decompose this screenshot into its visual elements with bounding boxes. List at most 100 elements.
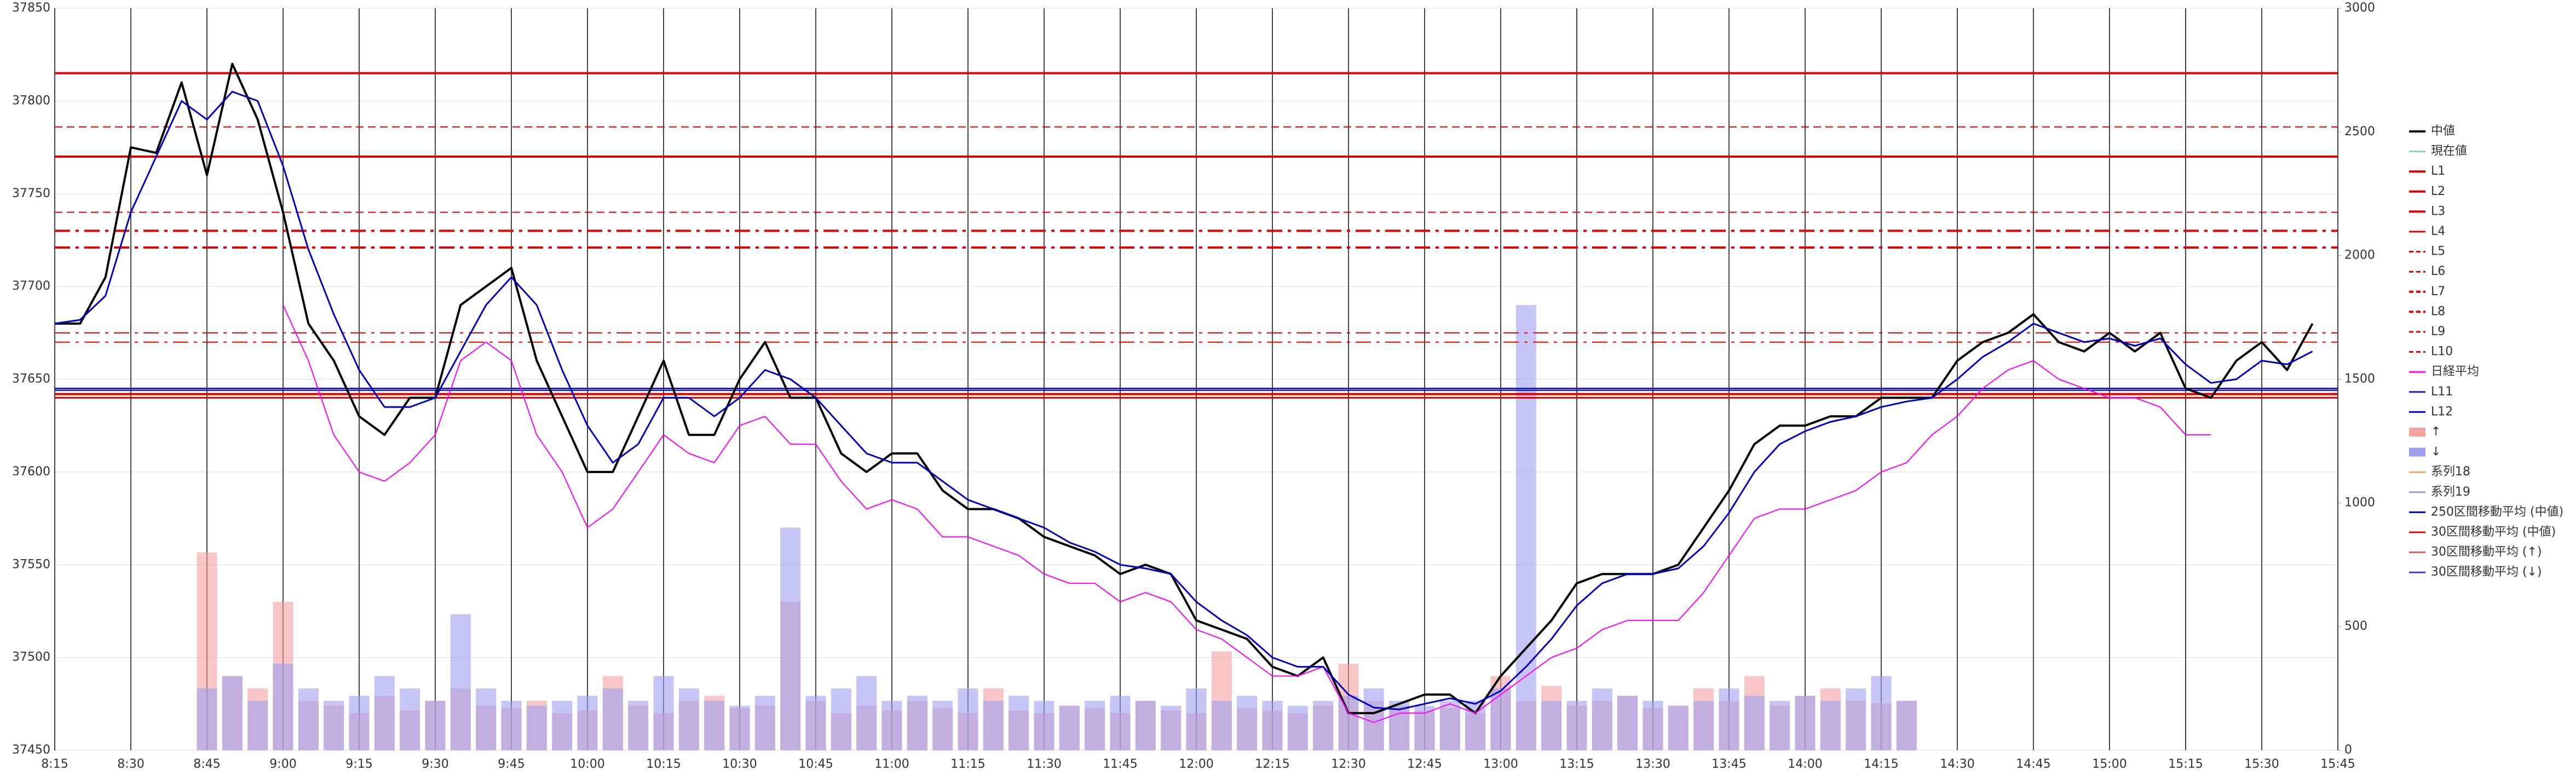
volume-bar — [983, 700, 1004, 750]
volume-bar — [501, 700, 522, 750]
x-tick-label: 11:00 — [874, 757, 909, 771]
volume-bar — [856, 676, 877, 750]
volume-bar — [1085, 700, 1105, 750]
volume-bar — [1186, 688, 1207, 750]
volume-bar — [526, 705, 547, 750]
volume-bar — [958, 688, 978, 750]
series-line — [283, 304, 2211, 723]
volume-bar — [1135, 700, 1156, 750]
volume-bar — [298, 688, 319, 750]
volume-bar — [1770, 700, 1790, 750]
y-tick-label: 37450 — [12, 743, 50, 757]
volume-bar — [1744, 695, 1765, 750]
volume-bar — [273, 663, 293, 750]
volume-bar — [704, 700, 725, 750]
volume-bar — [653, 676, 674, 750]
y-tick-label: 37550 — [12, 557, 50, 571]
x-tick-label: 8:15 — [41, 757, 68, 771]
legend-label: L3 — [2431, 204, 2445, 218]
x-tick-label: 15:45 — [2320, 757, 2355, 771]
volume-bar — [425, 700, 446, 750]
y-tick-label: 37800 — [12, 94, 50, 107]
volume-bar — [1592, 688, 1612, 750]
legend-label: 日経平均 — [2431, 365, 2479, 378]
legend-label: 30区間移動平均 (中値) — [2431, 525, 2556, 539]
x-tick-label: 12:15 — [1255, 757, 1289, 771]
x-tick-label: 13:00 — [1483, 757, 1518, 771]
y-tick-label: 37600 — [12, 465, 50, 479]
volume-bar — [754, 695, 775, 750]
volume-bar — [1363, 688, 1384, 750]
volume-bar — [222, 676, 243, 750]
y2-tick-label: 2500 — [2344, 125, 2375, 139]
volume-bar — [1846, 688, 1866, 750]
series-line — [54, 90, 2313, 710]
x-tick-label: 12:00 — [1179, 757, 1213, 771]
x-tick-label: 12:45 — [1407, 757, 1442, 771]
volume-bar — [1515, 305, 1536, 750]
volume-bar — [1820, 700, 1841, 750]
x-tick-label: 13:45 — [1711, 757, 1746, 771]
legend-label: 中値 — [2431, 124, 2455, 138]
volume-bar — [1643, 700, 1663, 750]
volume-bar — [552, 700, 573, 750]
x-tick-label: 10:45 — [798, 757, 833, 771]
legend-label: L10 — [2431, 345, 2453, 359]
x-tick-label: 8:30 — [117, 757, 144, 771]
volume-bar — [1211, 700, 1232, 750]
legend-label: ↑ — [2431, 425, 2441, 439]
legend-swatch — [2409, 428, 2425, 436]
y-tick-label: 37500 — [12, 651, 50, 664]
x-tick-label: 11:45 — [1103, 757, 1137, 771]
legend-label: L11 — [2431, 385, 2453, 399]
volume-bar — [1034, 700, 1054, 750]
x-tick-label: 10:30 — [722, 757, 757, 771]
legend-label: 30区間移動平均 (↓) — [2431, 565, 2542, 579]
volume-bar — [1414, 705, 1435, 750]
volume-bar — [805, 695, 826, 750]
y-tick-label: 37750 — [12, 187, 50, 200]
volume-bar — [1313, 700, 1334, 750]
x-tick-label: 12:30 — [1331, 757, 1365, 771]
legend-label: L8 — [2431, 304, 2445, 318]
volume-bar — [1693, 700, 1714, 750]
volume-bar — [1490, 688, 1511, 750]
volume-bar — [1008, 695, 1029, 750]
x-tick-label: 9:30 — [422, 757, 448, 771]
y-tick-label: 37650 — [12, 372, 50, 386]
volume-bar — [374, 676, 395, 750]
legend-label: L9 — [2431, 325, 2445, 338]
volume-bar — [780, 527, 801, 750]
volume-bar — [400, 688, 420, 750]
volume-bar — [577, 695, 598, 750]
legend-label: ↓ — [2431, 445, 2441, 459]
y2-tick-label: 1500 — [2344, 372, 2375, 386]
volume-bar — [1439, 700, 1460, 750]
x-tick-label: 13:15 — [1559, 757, 1594, 771]
legend-label: 30区間移動平均 (↑) — [2431, 545, 2542, 559]
volume-bar — [1262, 700, 1283, 750]
y2-tick-label: 3000 — [2344, 1, 2375, 15]
legend-label: L2 — [2431, 185, 2445, 198]
volume-bar — [476, 688, 497, 750]
volume-bar — [1668, 705, 1688, 750]
x-tick-label: 15:30 — [2244, 757, 2279, 771]
volume-bar — [932, 700, 953, 750]
volume-bar — [349, 695, 370, 750]
volume-bar — [247, 700, 268, 750]
x-tick-label: 10:00 — [570, 757, 604, 771]
legend-swatch — [2409, 447, 2425, 457]
volume-bar — [881, 700, 902, 750]
legend-label: L5 — [2431, 245, 2445, 258]
x-tick-label: 15:15 — [2168, 757, 2203, 771]
x-tick-label: 9:45 — [498, 757, 525, 771]
legend-label: L7 — [2431, 285, 2445, 298]
volume-bar — [831, 688, 851, 750]
volume-bar — [1161, 705, 1182, 750]
x-tick-label: 14:00 — [1788, 757, 1822, 771]
volume-bar — [1541, 700, 1562, 750]
legend-label: L4 — [2431, 225, 2445, 238]
y2-tick-label: 1000 — [2344, 496, 2375, 509]
x-tick-label: 8:45 — [193, 757, 220, 771]
